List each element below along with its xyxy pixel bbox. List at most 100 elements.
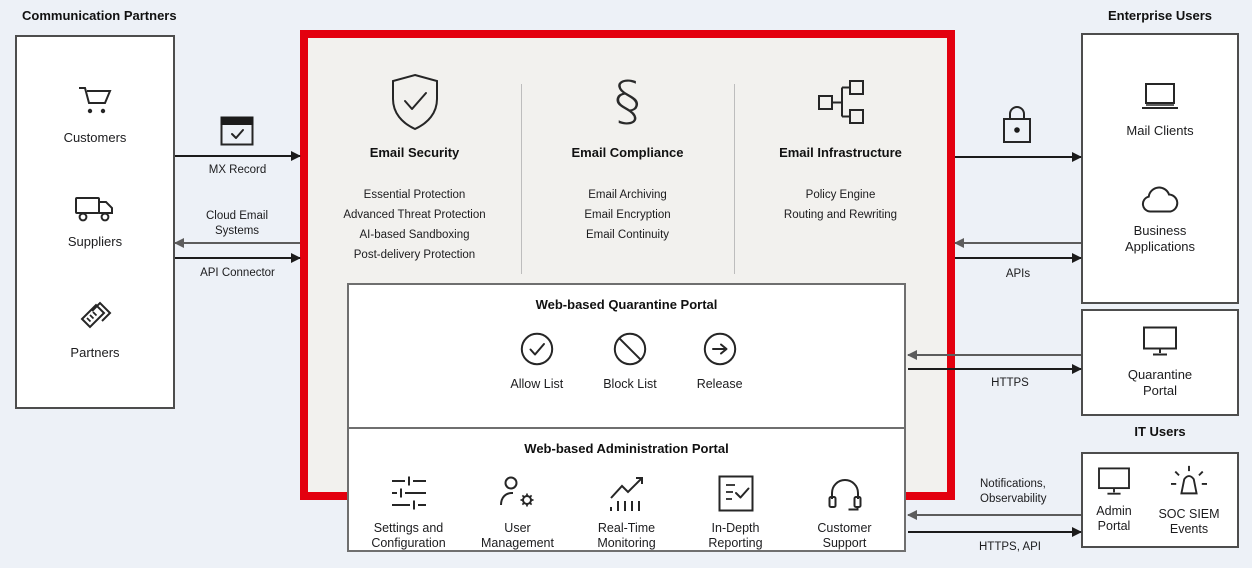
service-item: Advanced Threat Protection	[343, 209, 486, 221]
sliders-icon	[389, 475, 429, 515]
soc-siem-events-item: SOC SIEM Events	[1149, 464, 1229, 537]
apis-arrow-left	[954, 237, 1081, 248]
cloud-email-systems-label: Cloud Email Systems	[206, 210, 268, 237]
partners-item: Partners	[70, 296, 120, 361]
quarantine-portal-user-item: Quarantine Portal	[1122, 326, 1198, 399]
admin-portal-section: Web-based Administration Portal Settings…	[349, 441, 904, 551]
block-list-label: Block List	[603, 377, 657, 391]
customers-item: Customers	[63, 83, 127, 146]
service-item: Routing and Rewriting	[783, 209, 898, 221]
email-security-column: Email Security Essential Protection Adva…	[308, 72, 521, 265]
api-connector-label: API Connector	[200, 267, 275, 279]
email-compliance-items: Email Archiving Email Encryption Email C…	[521, 185, 734, 245]
email-infrastructure-title: Email Infrastructure	[779, 145, 902, 160]
it-users-box: Admin Portal SOC SIEM Events	[1081, 452, 1239, 548]
mail-clients-item: Mail Clients	[1126, 82, 1194, 139]
https-api-arrow	[908, 526, 1082, 537]
monitor-icon	[1096, 466, 1132, 497]
email-infrastructure-column: Email Infrastructure Policy Engine Routi…	[734, 72, 947, 274]
mx-record-arrow	[175, 150, 301, 161]
laptop-icon	[1137, 82, 1183, 114]
communication-partners-title: Communication Partners	[22, 8, 177, 23]
quarantine-portal-user-label: Quarantine Portal	[1127, 367, 1193, 398]
lock-icon	[999, 102, 1035, 146]
service-item: Post-delivery Protection	[353, 249, 476, 261]
truck-icon	[74, 193, 116, 225]
network-nodes-icon	[734, 72, 947, 132]
in-depth-reporting-label: In-Depth Reporting	[708, 521, 763, 550]
notifications-arrow	[907, 509, 1081, 520]
email-security-title: Email Security	[369, 145, 460, 160]
cloud-email-systems-arrow	[174, 237, 300, 248]
customer-support-item: Customer Support	[797, 475, 893, 551]
section-sign-icon: §	[614, 70, 641, 133]
email-security-items: Essential Protection Advanced Threat Pro…	[308, 185, 521, 265]
circle-slash-icon	[613, 332, 647, 366]
shopping-cart-icon	[75, 83, 115, 121]
siren-alert-icon	[1167, 464, 1211, 500]
business-applications-label: Business Applications	[1124, 223, 1196, 254]
email-infrastructure-items: Policy Engine Routing and Rewriting	[734, 185, 947, 225]
shield-check-icon	[308, 72, 521, 132]
it-users-title: IT Users	[1134, 424, 1186, 439]
report-checklist-icon	[718, 475, 754, 515]
partners-label: Partners	[70, 344, 120, 360]
quarantine-portal-section: Web-based Quarantine Portal Allow List	[349, 297, 904, 429]
circle-check-icon	[520, 332, 554, 366]
release-item: Release	[697, 332, 743, 391]
communication-partners-box: Customers Suppliers Partner	[15, 35, 175, 409]
mx-record-label: MX Record	[208, 164, 267, 176]
suppliers-label: Suppliers	[67, 233, 123, 249]
soc-siem-events-label: SOC SIEM Events	[1158, 506, 1220, 536]
user-management-label: User Management	[481, 521, 554, 550]
services-row: Email Security Essential Protection Adva…	[308, 38, 947, 274]
enterprise-users-title: Enterprise Users	[1107, 8, 1213, 23]
headset-icon	[826, 475, 864, 515]
user-management-item: User Management	[470, 475, 566, 551]
settings-configuration-label: Settings and Configuration	[371, 521, 446, 550]
real-time-monitoring-item: Real-Time Monitoring	[579, 475, 675, 551]
email-compliance-title: Email Compliance	[571, 145, 684, 160]
user-gear-icon	[498, 475, 538, 515]
quarantine-portal-title: Web-based Quarantine Portal	[535, 297, 718, 312]
mx-record-icon	[220, 116, 254, 146]
secure-mail-arrow	[955, 151, 1082, 162]
settings-configuration-item: Settings and Configuration	[361, 475, 457, 551]
business-applications-item: Business Applications	[1114, 186, 1206, 255]
customers-label: Customers	[63, 130, 127, 146]
service-item: Email Archiving	[588, 189, 667, 201]
service-item: Email Continuity	[585, 229, 670, 241]
admin-portal-title: Web-based Administration Portal	[524, 441, 729, 456]
email-compliance-column: § Email Compliance Email Archiving Email…	[521, 70, 734, 274]
https-api-label: HTTPS, API	[979, 541, 1041, 553]
https-label: HTTPS	[991, 377, 1029, 389]
release-label: Release	[696, 377, 743, 391]
service-item: AI-based Sandboxing	[359, 229, 470, 241]
service-item: Policy Engine	[805, 189, 876, 201]
block-list-item: Block List	[603, 332, 657, 391]
allow-list-item: Allow List	[510, 332, 563, 391]
notifications-observability-label: Notifications, Observability	[980, 478, 1047, 505]
cloud-icon	[1139, 186, 1181, 214]
enterprise-users-box: Mail Clients Business Applications	[1081, 33, 1239, 304]
service-item: Essential Protection	[363, 189, 466, 201]
chart-monitoring-icon	[606, 475, 648, 515]
service-item: Email Encryption	[584, 209, 671, 221]
apis-label: APIs	[1005, 268, 1031, 280]
circle-arrow-right-icon	[703, 332, 737, 366]
https-arrow-right	[908, 363, 1082, 374]
handshake-icon	[75, 296, 115, 336]
api-connector-arrow	[175, 252, 301, 263]
https-arrow-left	[907, 349, 1081, 360]
quarantine-portal-user-box: Quarantine Portal	[1081, 309, 1239, 416]
suppliers-item: Suppliers	[68, 193, 122, 250]
admin-portal-label: Admin Portal	[1096, 503, 1132, 533]
apis-arrow-right	[955, 252, 1082, 263]
admin-portal-item: Admin Portal	[1091, 466, 1137, 534]
customer-support-label: Customer Support	[817, 521, 872, 550]
monitor-icon	[1141, 326, 1179, 358]
allow-list-label: Allow List	[510, 377, 564, 391]
real-time-monitoring-label: Real-Time Monitoring	[597, 521, 656, 550]
mail-clients-label: Mail Clients	[1126, 123, 1194, 138]
